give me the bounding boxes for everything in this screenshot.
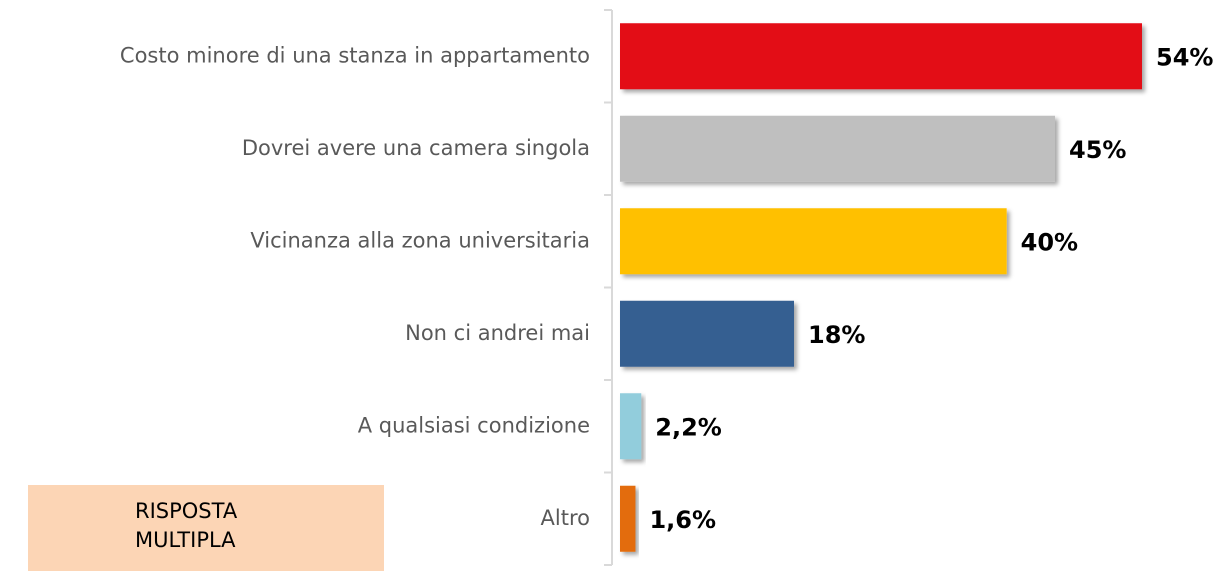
bar — [620, 208, 1007, 275]
bar — [620, 393, 642, 460]
value-label: 54% — [1156, 43, 1213, 71]
category-label: Dovrei avere una camera singola — [242, 136, 590, 160]
annotation: RISPOSTA MULTIPLA — [135, 499, 238, 552]
annotation-box: RISPOSTA MULTIPLA — [28, 485, 384, 571]
value-label: 2,2% — [655, 413, 722, 441]
value-label: 1,6% — [649, 506, 716, 534]
value-label: 45% — [1069, 136, 1126, 164]
category-label: A qualsiasi condizione — [358, 413, 590, 437]
bar — [620, 23, 1142, 90]
bar — [620, 485, 636, 552]
category-label: Costo minore di una stanza in appartamen… — [120, 43, 590, 67]
category-label: Non ci andrei mai — [405, 321, 590, 345]
bar — [620, 300, 794, 367]
category-label: Vicinanza alla zona universitaria — [250, 228, 590, 252]
category-label: Altro — [541, 506, 590, 530]
bar — [620, 115, 1055, 182]
value-label: 40% — [1021, 228, 1078, 256]
value-label: 18% — [808, 321, 865, 349]
